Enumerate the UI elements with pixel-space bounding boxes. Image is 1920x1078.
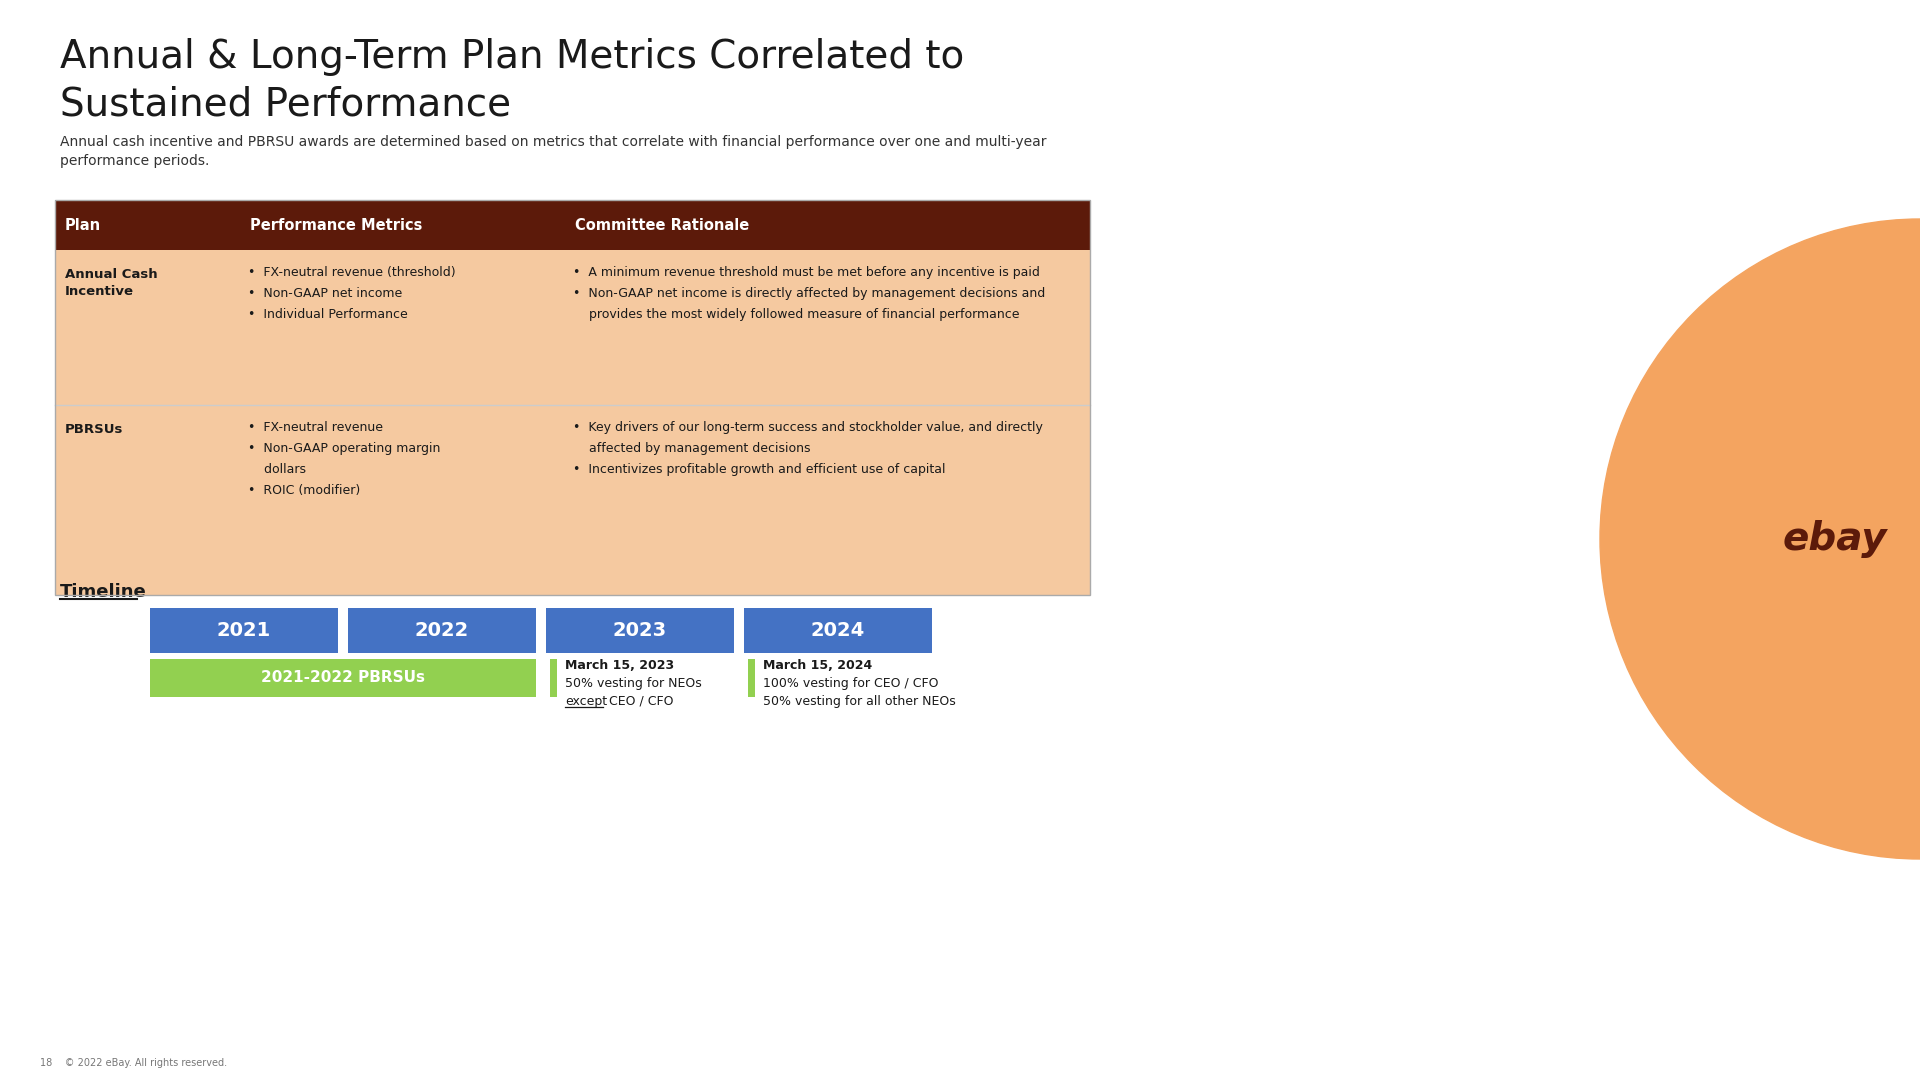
FancyBboxPatch shape (56, 201, 1091, 250)
Text: Performance Metrics: Performance Metrics (250, 218, 422, 233)
Text: ebay: ebay (1782, 520, 1887, 558)
Text: 2024: 2024 (810, 621, 866, 640)
FancyBboxPatch shape (745, 608, 931, 653)
Text: •  Non-GAAP net income: • Non-GAAP net income (248, 287, 403, 300)
Text: affected by management decisions: affected by management decisions (572, 442, 810, 455)
Text: Sustained Performance: Sustained Performance (60, 85, 511, 123)
Text: provides the most widely followed measure of financial performance: provides the most widely followed measur… (572, 308, 1020, 321)
Text: March 15, 2023: March 15, 2023 (564, 659, 674, 672)
Text: 2021-2022 PBRSUs: 2021-2022 PBRSUs (261, 671, 424, 686)
Text: except: except (564, 695, 607, 708)
FancyBboxPatch shape (56, 250, 1091, 405)
Text: March 15, 2024: March 15, 2024 (762, 659, 872, 672)
FancyBboxPatch shape (150, 608, 338, 653)
Text: Plan: Plan (65, 218, 102, 233)
Text: •  A minimum revenue threshold must be met before any incentive is paid: • A minimum revenue threshold must be me… (572, 266, 1041, 279)
Text: Annual Cash
Incentive: Annual Cash Incentive (65, 268, 157, 298)
Text: 50% vesting for NEOs: 50% vesting for NEOs (564, 677, 701, 690)
FancyBboxPatch shape (56, 405, 1091, 595)
Text: •  Key drivers of our long-term success and stockholder value, and directly: • Key drivers of our long-term success a… (572, 421, 1043, 434)
Text: 2022: 2022 (415, 621, 468, 640)
Text: •  Non-GAAP operating margin: • Non-GAAP operating margin (248, 442, 440, 455)
FancyBboxPatch shape (549, 659, 557, 697)
Text: Timeline: Timeline (60, 583, 146, 602)
FancyBboxPatch shape (749, 659, 755, 697)
Text: 2021: 2021 (217, 621, 271, 640)
Text: •  FX-neutral revenue (threshold): • FX-neutral revenue (threshold) (248, 266, 455, 279)
Text: Annual cash incentive and PBRSU awards are determined based on metrics that corr: Annual cash incentive and PBRSU awards a… (60, 135, 1046, 168)
FancyBboxPatch shape (545, 608, 733, 653)
Text: •  Individual Performance: • Individual Performance (248, 308, 407, 321)
Text: •  Incentivizes profitable growth and efficient use of capital: • Incentivizes profitable growth and eff… (572, 462, 945, 476)
Text: 18    © 2022 eBay. All rights reserved.: 18 © 2022 eBay. All rights reserved. (40, 1058, 227, 1068)
Text: Annual & Long-Term Plan Metrics Correlated to: Annual & Long-Term Plan Metrics Correlat… (60, 38, 964, 77)
FancyBboxPatch shape (150, 659, 536, 697)
Text: •  Non-GAAP net income is directly affected by management decisions and: • Non-GAAP net income is directly affect… (572, 287, 1044, 300)
Text: dollars: dollars (248, 462, 305, 476)
Text: CEO / CFO: CEO / CFO (605, 695, 674, 708)
FancyBboxPatch shape (348, 608, 536, 653)
Text: 50% vesting for all other NEOs: 50% vesting for all other NEOs (762, 695, 956, 708)
Text: Committee Rationale: Committee Rationale (574, 218, 749, 233)
Circle shape (1599, 219, 1920, 859)
Text: 2023: 2023 (612, 621, 666, 640)
Text: 100% vesting for CEO / CFO: 100% vesting for CEO / CFO (762, 677, 939, 690)
Text: •  FX-neutral revenue: • FX-neutral revenue (248, 421, 382, 434)
Text: PBRSUs: PBRSUs (65, 423, 123, 436)
Text: •  ROIC (modifier): • ROIC (modifier) (248, 484, 361, 497)
